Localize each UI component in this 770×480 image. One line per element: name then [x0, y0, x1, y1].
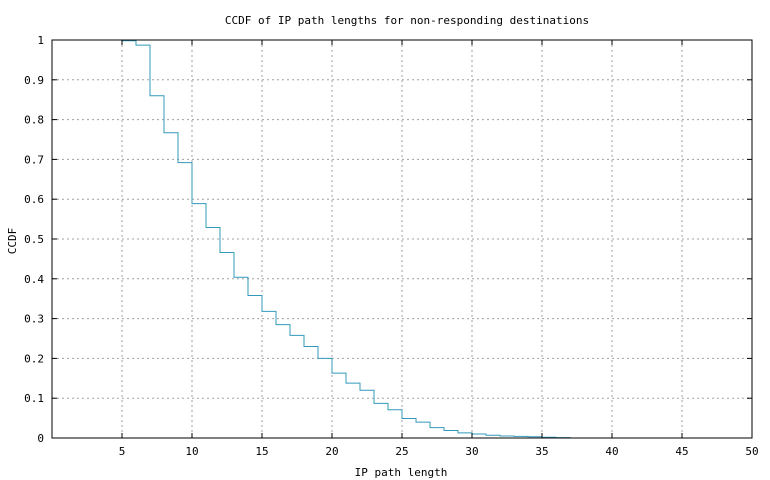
x-tick-label: 50 [745, 445, 758, 458]
y-tick-label: 0.5 [24, 233, 44, 246]
x-tick-label: 5 [119, 445, 126, 458]
y-tick-label: 0.6 [24, 193, 44, 206]
y-tick-label: 0.4 [24, 273, 44, 286]
x-tick-label: 25 [395, 445, 408, 458]
chart-title: CCDF of IP path lengths for non-respondi… [225, 14, 589, 27]
x-axis-label: IP path length [355, 466, 448, 479]
y-tick-label: 0.7 [24, 153, 44, 166]
y-tick-label: 0.1 [24, 392, 44, 405]
ccdf-step-line [108, 39, 571, 439]
tick-layer: 5 10 15 20 25 30 35 40 45 50 0 0.1 0.2 0.3 0.4 0.5 0.6 0.… [24, 34, 759, 458]
grid-layer [52, 40, 752, 438]
x-tick-label: 30 [465, 445, 478, 458]
y-tick-label: 0.8 [24, 114, 44, 127]
x-tick-label: 45 [675, 445, 688, 458]
y-tick-label: 0.9 [24, 74, 44, 87]
x-tick-label: 15 [255, 445, 268, 458]
x-tick-label: 20 [325, 445, 338, 458]
x-tick-label: 40 [605, 445, 618, 458]
x-tick-label: 35 [535, 445, 548, 458]
y-tick-label: 0 [37, 432, 44, 445]
y-tick-label: 0.3 [24, 313, 44, 326]
series-layer [108, 39, 571, 439]
y-axis-label: CCDF [6, 228, 19, 255]
y-tick-label: 1 [37, 34, 44, 47]
y-tick-label: 0.2 [24, 352, 44, 365]
x-tick-label: 10 [185, 445, 198, 458]
